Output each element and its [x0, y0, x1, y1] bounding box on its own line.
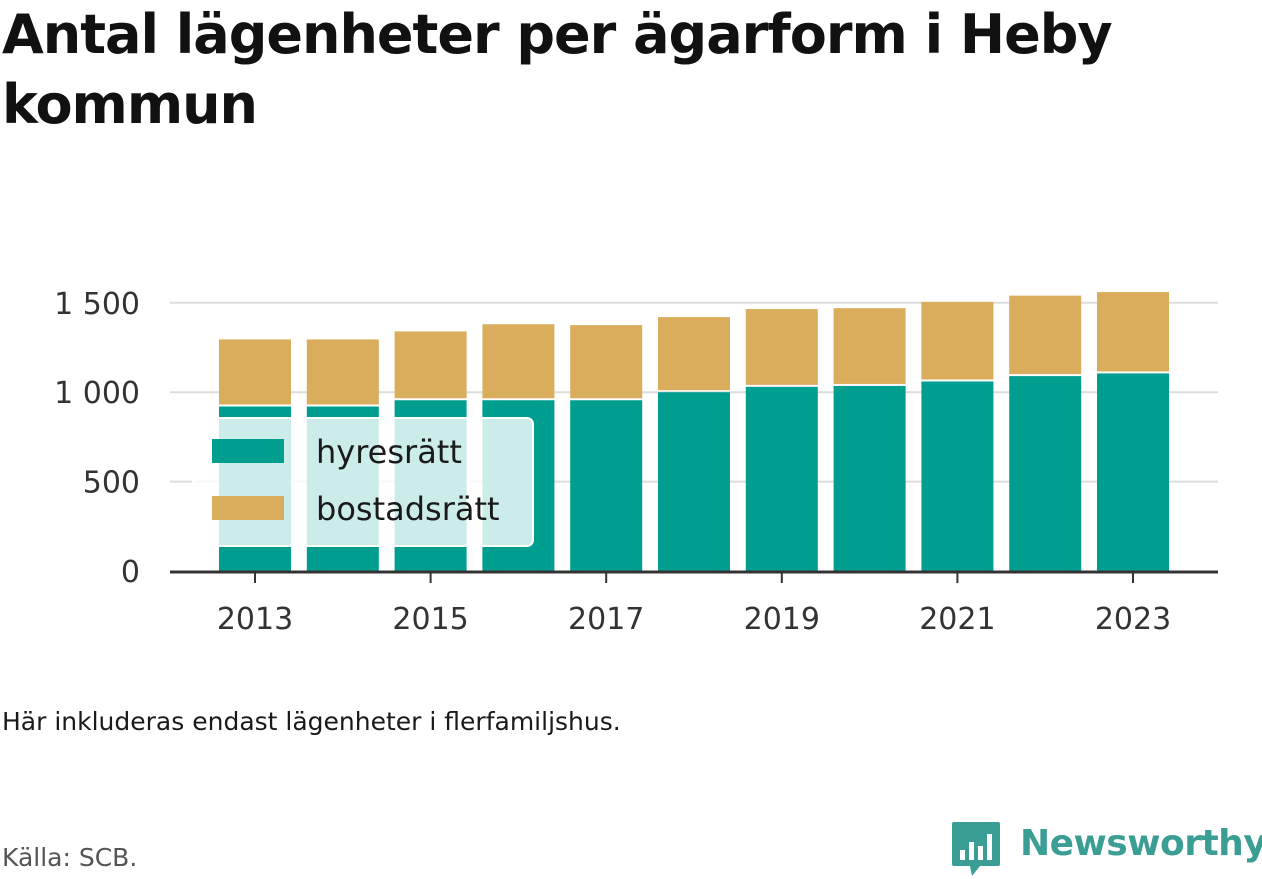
bar-bostadsrätt-2023: [1097, 292, 1169, 372]
y-tick-label: 1 500: [54, 287, 140, 322]
brand-name: Newsworthy: [1020, 823, 1262, 864]
x-tick-label: 2017: [568, 602, 644, 637]
bar-bostadsrätt-2019: [745, 309, 818, 385]
bar-bostadsrätt-2021: [921, 301, 994, 380]
bar-hyresrätt-2018: [658, 392, 730, 571]
bar-bostadsrätt-2022: [1009, 295, 1082, 375]
bar-bostadsrätt-2020: [833, 308, 906, 384]
bar-hyresrätt-2020: [833, 385, 906, 571]
x-tick-label: 2015: [392, 602, 468, 637]
y-tick-label: 500: [83, 466, 140, 501]
x-tick-label: 2019: [744, 602, 820, 637]
x-axis-ticks: 2013 2015 2017 2019 2021 2023: [217, 573, 1171, 637]
bar-hyresrätt-2019: [745, 386, 818, 571]
y-axis-labels: 0 500 1 000 1 500: [54, 287, 140, 590]
y-tick-label: 1 000: [54, 376, 140, 411]
newsworthy-logo: Newsworthy: [950, 818, 1262, 878]
newsworthy-logo-icon: [952, 822, 1000, 876]
source-label: Källa: SCB.: [2, 843, 138, 872]
x-tick-label: 2021: [919, 602, 995, 637]
bar-bostadsrätt-2015: [394, 331, 467, 399]
x-tick-label: 2023: [1095, 602, 1171, 637]
bar-bostadsrätt-2013: [219, 339, 291, 405]
bar-bostadsrätt-2017: [570, 325, 643, 399]
legend-swatch: [212, 439, 284, 463]
bar-hyresrätt-2022: [1009, 376, 1082, 571]
x-tick-label: 2013: [217, 602, 293, 637]
bar-hyresrätt-2017: [570, 400, 643, 571]
legend-swatch: [212, 496, 284, 520]
y-tick-label: 0: [121, 555, 140, 590]
chart-title: Antal lägenheter per ägarform i Heby kom…: [2, 3, 1113, 136]
chart-note: Här inkluderas endast lägenheter i flerf…: [2, 707, 621, 736]
bar-bostadsrätt-2014: [306, 339, 379, 405]
legend-label: bostadsrätt: [316, 490, 500, 528]
bar-hyresrätt-2023: [1097, 373, 1169, 571]
legend: hyresrätt bostadsrätt: [192, 417, 534, 547]
bar-hyresrätt-2021: [921, 381, 994, 571]
bar-bostadsrätt-2018: [658, 317, 730, 391]
bar-bostadsrätt-2016: [482, 324, 555, 399]
legend-label: hyresrätt: [316, 433, 462, 471]
